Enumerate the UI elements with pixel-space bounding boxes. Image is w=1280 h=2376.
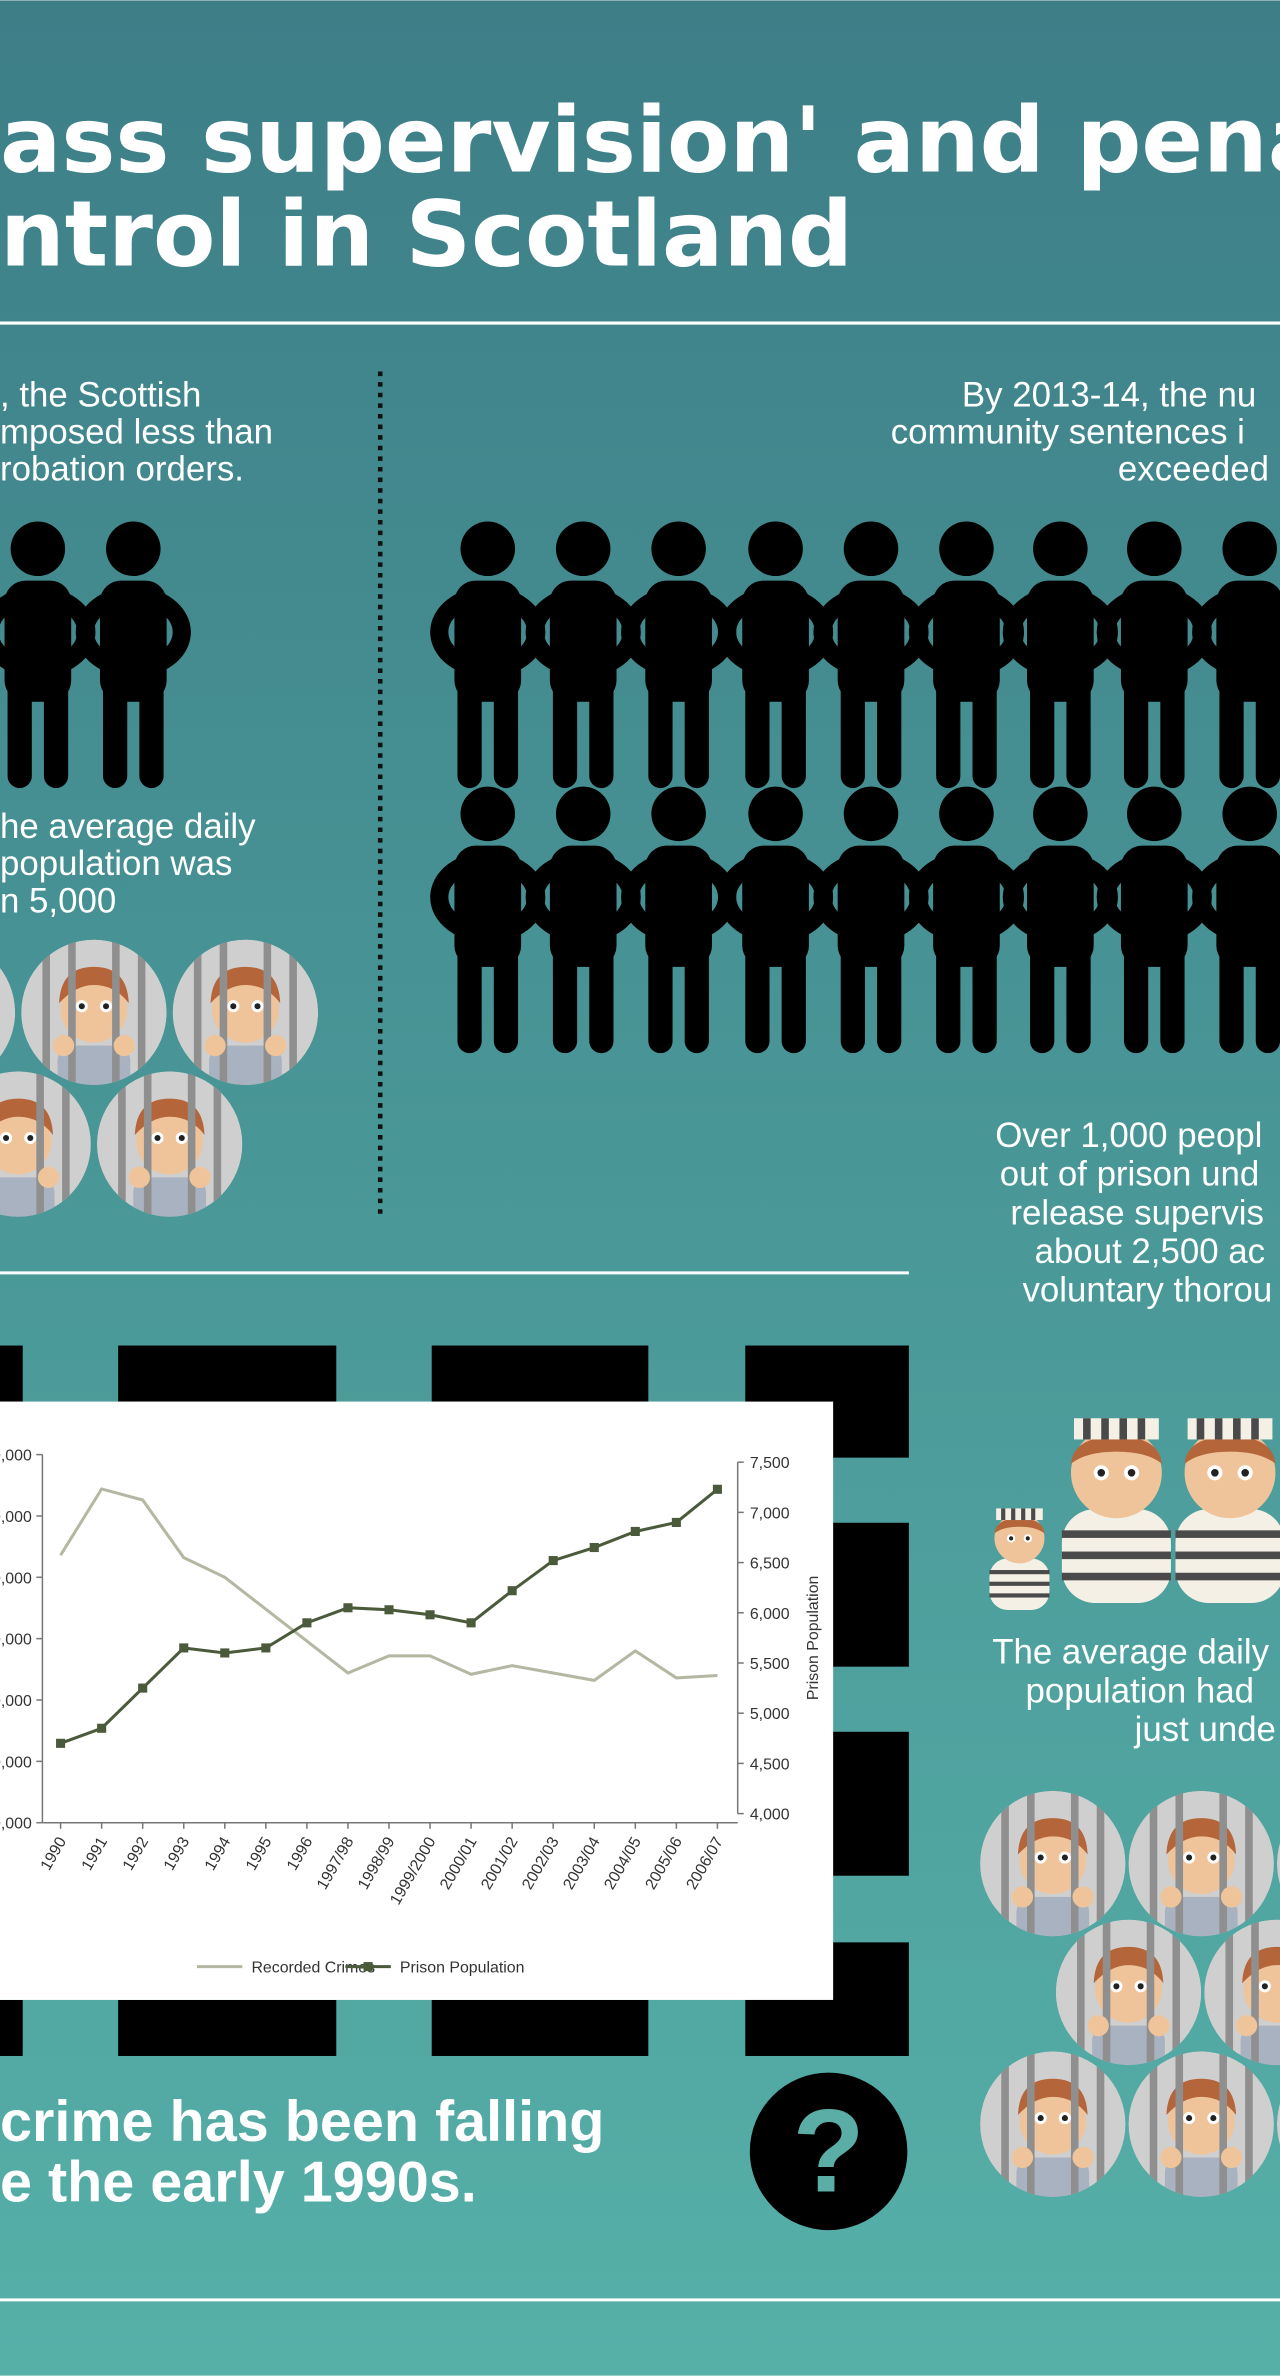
fact-text: robation orders. [0, 450, 244, 489]
headline: crime has been falling [0, 2090, 604, 2154]
fact-text: he average daily [0, 807, 256, 846]
data-point [589, 1542, 599, 1553]
data-point [466, 1618, 476, 1628]
data-point [671, 1517, 681, 1527]
data-point [138, 1683, 148, 1693]
title: ntrol in Scotland [0, 182, 853, 287]
y-tick-label: 450,000 [0, 1632, 32, 1649]
data-point [425, 1610, 435, 1620]
dash [0, 1999, 23, 2056]
dash [431, 1345, 649, 1402]
question-badge [749, 2072, 908, 2231]
fact-text: , the Scottish [0, 375, 201, 414]
y-tick-label: 300,000 [0, 1816, 32, 1833]
y-tick-label: 600,000 [0, 1448, 32, 1465]
y-tick-label: 350,000 [0, 1754, 32, 1771]
data-point [712, 1484, 722, 1494]
y2-tick-label: 4,000 [750, 1807, 790, 1824]
data-point [302, 1618, 312, 1628]
fact-text: The average daily [992, 1633, 1269, 1672]
fact-text: exceeded [1118, 450, 1269, 489]
y2-tick-label: 6,500 [750, 1556, 790, 1573]
headline: e the early 1990s. [0, 2150, 477, 2214]
data-point [548, 1556, 558, 1566]
y-tick-label: 400,000 [0, 1693, 32, 1710]
data-point [56, 1738, 66, 1748]
fact-text: mposed less than [0, 412, 273, 451]
title: ass supervision' and penal [0, 89, 1280, 194]
fact-text: n 5,000 [0, 881, 116, 920]
fact-text: By 2013-14, the nu [962, 375, 1256, 414]
legend-label: Recorded Crimes [251, 1960, 375, 1977]
data-point [179, 1643, 189, 1653]
dash [118, 1345, 337, 1402]
fact-text: community sentences i [891, 412, 1245, 451]
data-point [507, 1586, 517, 1596]
dash [118, 1999, 337, 2056]
fact-text: out of prison und [1000, 1155, 1259, 1194]
y-tick-label: 550,000 [0, 1509, 32, 1526]
y2-axis-title: Prison Population [805, 1576, 822, 1701]
data-point [220, 1648, 230, 1658]
y2-tick-label: 4,500 [750, 1756, 790, 1773]
fact-text: just unde [1134, 1710, 1276, 1749]
fact-text: release supervis [1010, 1193, 1264, 1232]
y2-tick-label: 5,500 [750, 1656, 790, 1673]
y2-tick-label: 7,000 [750, 1505, 790, 1522]
fact-text: about 2,500 ac [1035, 1232, 1265, 1271]
data-point [261, 1643, 271, 1653]
fact-text: population had [1026, 1671, 1255, 1710]
y2-tick-label: 7,500 [750, 1455, 790, 1472]
series-line [59, 1487, 718, 1682]
data-point [384, 1605, 394, 1615]
data-point [97, 1723, 107, 1733]
dash [431, 1999, 649, 2056]
dash [0, 1345, 23, 1402]
y-tick-label: 500,000 [0, 1570, 32, 1587]
y2-tick-label: 5,000 [750, 1706, 790, 1723]
fact-text: voluntary thorou [1022, 1271, 1272, 1310]
y2-tick-label: 6,000 [750, 1606, 790, 1623]
question-mark: ? [793, 2085, 865, 2217]
data-point [343, 1603, 353, 1613]
fact-text: population was [0, 844, 232, 883]
data-point [630, 1526, 640, 1537]
fact-text: Over 1,000 peopl [995, 1116, 1262, 1155]
chart-panel [0, 1401, 834, 2000]
legend-marker [363, 1962, 373, 1972]
legend-label: Prison Population [400, 1960, 525, 1977]
